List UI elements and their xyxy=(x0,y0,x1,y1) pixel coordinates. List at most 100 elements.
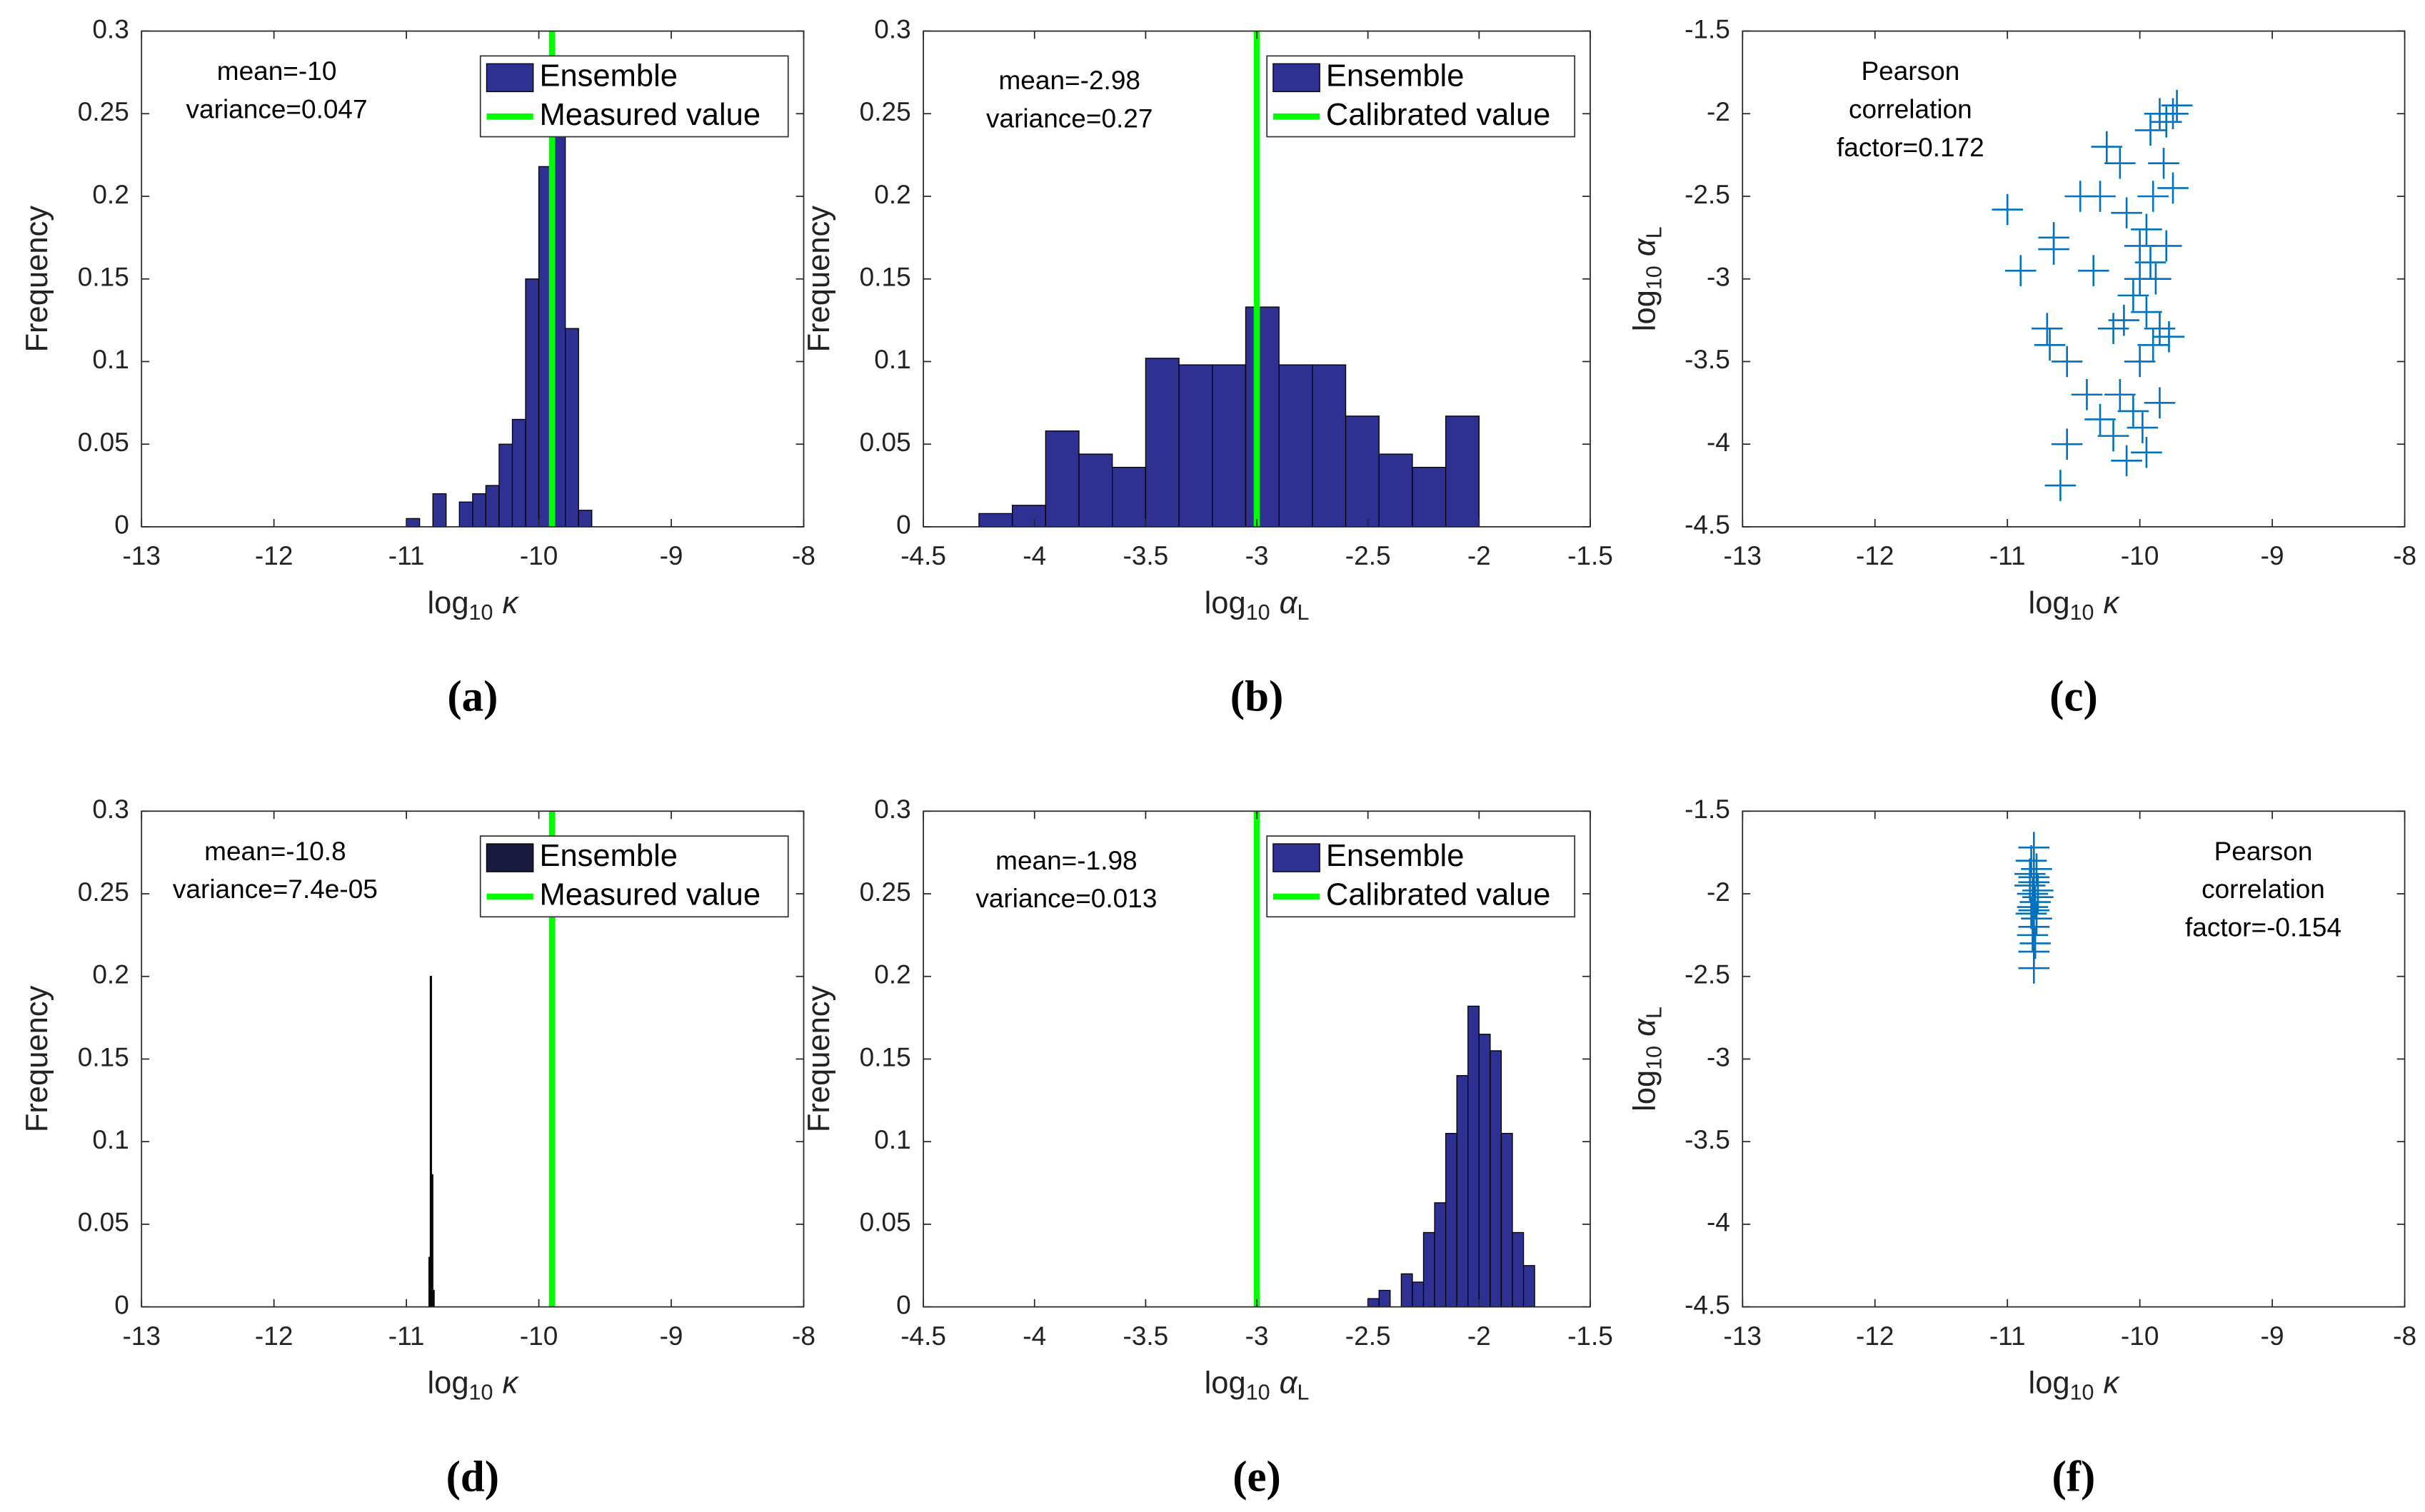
scatter-point xyxy=(2161,89,2193,121)
histogram-bar xyxy=(1434,1202,1447,1308)
label-var-sub: L xyxy=(1642,1007,1666,1019)
annotation: factor=-0.154 xyxy=(2185,912,2341,942)
y-tick-label: 0.15 xyxy=(78,263,129,292)
y-tick-label: 0.1 xyxy=(92,1125,129,1154)
x-tick-label: -8 xyxy=(2393,541,2416,570)
scatter-point xyxy=(2034,329,2066,361)
histogram-bar xyxy=(458,501,473,528)
label-var: κ xyxy=(2104,585,2121,620)
x-tick-label: -3.5 xyxy=(1123,1321,1169,1351)
scatter-point xyxy=(2018,832,2050,863)
scatter-point xyxy=(2144,387,2176,419)
legend-label: Ensemble xyxy=(539,59,678,93)
x-tick-label: -13 xyxy=(1724,541,1762,570)
histogram-bar xyxy=(1467,1005,1480,1308)
subplot: log10αL-13 -12 -11 -10 -9 -8-4.5-4-3.5-3-2.5-… xyxy=(1627,795,2416,1501)
label-text: log xyxy=(2029,1366,2070,1400)
x-tick-label: -13 xyxy=(122,1321,160,1351)
panel-label: (d) xyxy=(446,1453,499,1501)
scatter-point xyxy=(1992,193,2023,226)
x-axis-label: log10 κ xyxy=(2029,585,2121,625)
histogram-bar xyxy=(485,485,500,528)
y-tick-label: 0.05 xyxy=(860,1208,911,1237)
label-sub: 10 xyxy=(469,1381,493,1405)
label-text: log xyxy=(1627,1070,1662,1112)
label-var-sub: L xyxy=(1642,226,1666,238)
histogram-bar xyxy=(511,418,526,528)
scatter-point xyxy=(2084,403,2116,435)
y-tick-label: -4 xyxy=(1707,428,1730,457)
x-tick-label: -10 xyxy=(2121,541,2159,570)
scatter-point xyxy=(2148,147,2179,179)
label-text: log xyxy=(1205,585,1246,620)
histogram-bar xyxy=(1512,1231,1525,1308)
x-tick-label: -11 xyxy=(1989,541,2026,570)
scatter-point xyxy=(2131,436,2162,468)
x-tick-label: -12 xyxy=(1856,541,1894,570)
x-tick-label: -12 xyxy=(1856,1321,1894,1351)
y-tick-label: -3.5 xyxy=(1685,345,1730,374)
x-axis-label: log10 κ xyxy=(427,1366,519,1405)
y-tick-label: -2.5 xyxy=(1685,180,1730,209)
label-var: α xyxy=(1627,1018,1662,1037)
scatter-point xyxy=(2157,172,2189,204)
y-tick-label: 0.3 xyxy=(874,14,910,44)
label-sub: 10 xyxy=(2070,1381,2094,1405)
x-axis-label: log10 αL xyxy=(1205,1366,1310,1405)
label-sub: 10 xyxy=(1642,266,1666,290)
histogram-bar xyxy=(1412,1281,1425,1308)
y-tick-label: -3 xyxy=(1707,1042,1730,1072)
y-tick-label: -2 xyxy=(1707,877,1730,907)
y-tick-label: 0.1 xyxy=(874,1125,910,1154)
label-sub: 10 xyxy=(1642,1046,1666,1070)
panel-label: (b) xyxy=(1230,673,1283,721)
y-tick-label: 0.3 xyxy=(874,795,910,824)
y-axis-label: Frequency xyxy=(20,206,54,353)
histogram-bar xyxy=(1078,453,1113,528)
histogram-bar xyxy=(978,513,1013,528)
scatter-point xyxy=(2111,445,2142,477)
scatter-point xyxy=(2111,197,2142,228)
y-tick-label: -4 xyxy=(1707,1208,1730,1237)
scatter-point xyxy=(2150,230,2182,262)
y-axis-label: Frequency xyxy=(20,985,54,1132)
scatter-point xyxy=(2153,321,2185,353)
label-sub: 10 xyxy=(1246,600,1270,625)
y-tick-label: -1.5 xyxy=(1685,795,1730,824)
y-tick-label: -2 xyxy=(1707,97,1730,126)
label-var: κ xyxy=(2104,1366,2121,1400)
histogram-bar xyxy=(1312,364,1347,528)
axes-frame xyxy=(1742,30,2406,528)
label-var: κ xyxy=(502,1366,519,1400)
annotation: variance=7.4e-05 xyxy=(173,875,378,904)
histogram-bar xyxy=(431,1174,433,1308)
scatter-point xyxy=(2137,181,2169,212)
scatter-point xyxy=(2140,263,2172,295)
histogram-bar xyxy=(432,1289,435,1308)
y-tick-label: 0 xyxy=(896,510,911,540)
scatter-point xyxy=(2015,898,2047,929)
y-tick-label: 0 xyxy=(114,510,129,540)
x-axis-label: log10 κ xyxy=(427,585,519,625)
x-tick-label: -1.5 xyxy=(1567,541,1613,570)
y-axis-label: Frequency xyxy=(802,206,836,353)
y-tick-label: 0.05 xyxy=(860,428,911,457)
histogram-bar xyxy=(1445,415,1480,528)
histogram-bar xyxy=(1378,1289,1391,1308)
histogram-bar xyxy=(1500,1132,1513,1308)
annotation: variance=0.013 xyxy=(975,884,1157,913)
histogram-bar xyxy=(406,518,421,528)
x-tick-label: -11 xyxy=(388,1321,425,1351)
histogram-bar xyxy=(1522,1265,1535,1308)
scatter-point xyxy=(2014,858,2046,890)
histogram-bar xyxy=(1278,364,1313,528)
x-tick-label: -1.5 xyxy=(1567,1321,1613,1351)
annotation: mean=-10 xyxy=(217,56,337,86)
y-tick-label: 0.2 xyxy=(92,180,129,209)
legend-box xyxy=(479,55,789,138)
x-tick-label: -9 xyxy=(2261,1321,2284,1351)
label-var-sub: L xyxy=(1297,1381,1309,1405)
label-text: log xyxy=(1205,1366,1246,1400)
y-tick-label: 0 xyxy=(114,1290,129,1319)
